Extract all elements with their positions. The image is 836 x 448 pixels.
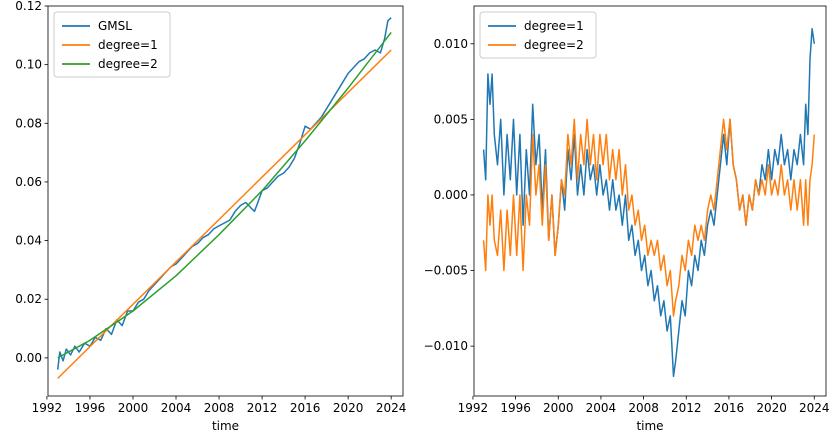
left-x-tick-label: 2012	[247, 401, 278, 415]
left-series-degree-1-line	[57, 49, 392, 379]
left-x-tick-label: 2020	[333, 401, 364, 415]
left-plot-frame	[47, 5, 404, 397]
left-legend-label: GMSL	[98, 19, 132, 33]
right-y-tick-label: −0.005	[424, 264, 468, 278]
right-y-tick-label: 0.005	[434, 112, 468, 126]
left-x-axis-label: time	[212, 419, 239, 433]
left-y-tick-label: 0.04	[15, 234, 42, 248]
left-x-tick-label: 1996	[75, 401, 106, 415]
left-x-tick-label: 1992	[32, 401, 63, 415]
right-series-degree-1-line	[482, 27, 816, 378]
left-y-tick-label: 0.08	[15, 116, 42, 130]
right-x-tick-label: 2004	[586, 401, 617, 415]
left-y-tick-label: 0.02	[15, 292, 42, 306]
left-x-tick-label: 2000	[118, 401, 149, 415]
right-x-tick-label: 2024	[799, 401, 830, 415]
right-x-tick-label: 1992	[458, 401, 489, 415]
left-series-degree-2-line	[57, 31, 392, 359]
right-plot-frame	[473, 5, 827, 397]
left-x-tick-label: 2016	[290, 401, 321, 415]
left-y-tick-label: 0.10	[15, 58, 42, 72]
right-y-tick-label: 0.000	[434, 188, 468, 202]
right-series-degree-2-line	[482, 118, 816, 317]
right-legend-box	[479, 11, 597, 59]
left-axes: 1992 1996 2000 2004 2008 2012 2016 2020 2024 0.00…	[15, 0, 406, 433]
right-y-tick-label: −0.010	[424, 339, 468, 353]
right-legend-label: degree=1	[524, 19, 584, 33]
right-x-tick-label: 2016	[714, 401, 745, 415]
right-x-tick-label: 1996	[500, 401, 531, 415]
left-x-tick-label: 2024	[376, 401, 407, 415]
left-y-tick-label: 0.00	[15, 351, 42, 365]
right-legend-label: degree=2	[524, 38, 584, 52]
left-legend-label: degree=2	[98, 57, 158, 71]
left-x-tick-label: 2004	[161, 401, 192, 415]
left-legend-box	[53, 11, 171, 78]
right-axes: 1992 1996 2000 2004 2008 2012 2016 2020 2024 −0.0…	[424, 5, 830, 433]
right-x-tick-label: 2012	[671, 401, 702, 415]
left-x-tick-label: 2008	[204, 401, 235, 415]
right-x-tick-label: 2008	[628, 401, 659, 415]
left-y-tick-label: 0.12	[15, 0, 42, 13]
right-x-axis-label: time	[636, 419, 663, 433]
right-series-group	[482, 27, 816, 378]
right-y-tick-label: 0.010	[434, 37, 468, 51]
left-legend-label: degree=1	[98, 38, 158, 52]
right-x-tick-label: 2000	[543, 401, 574, 415]
left-series-group	[56, 17, 392, 379]
right-x-tick-label: 2020	[756, 401, 787, 415]
left-y-tick-label: 0.06	[15, 175, 42, 189]
